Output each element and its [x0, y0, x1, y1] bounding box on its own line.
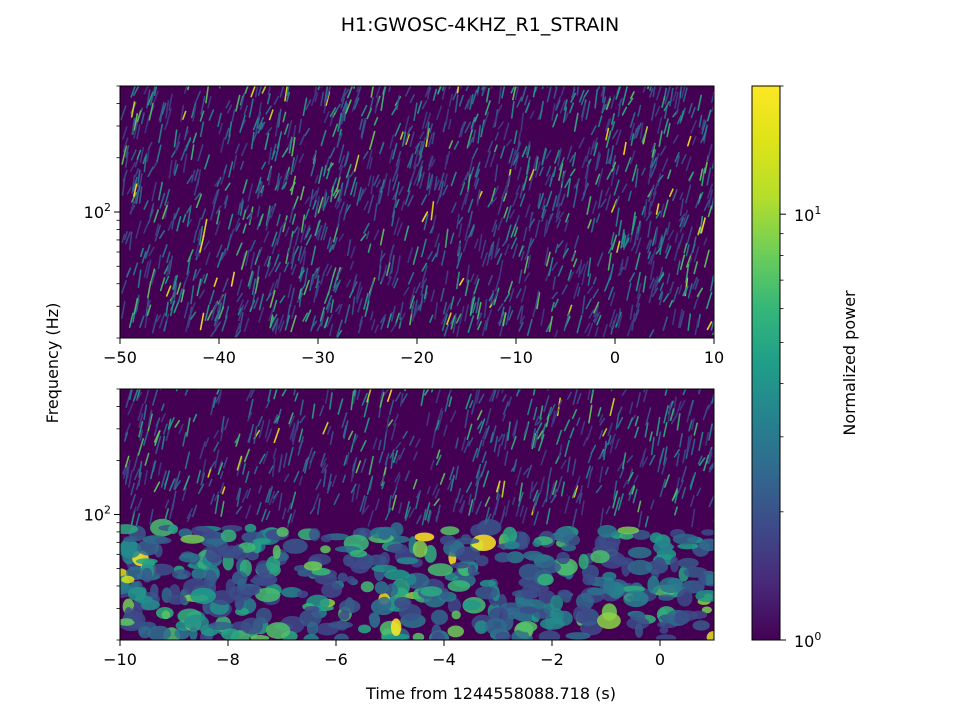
colorbar: 100 101 Normalized power: [751, 85, 859, 651]
x-tick-label: −4: [432, 650, 456, 669]
bottom-x-axis: −10 −8 −6 −4 −2 0: [103, 640, 665, 669]
x-tick-label: 0: [655, 650, 665, 669]
colorbar-ticks: 100 101: [780, 85, 821, 651]
x-tick-label: −30: [301, 348, 335, 367]
top-spectrogram: [120, 86, 714, 338]
x-tick-label: −20: [400, 348, 434, 367]
x-tick-label: 0: [610, 348, 620, 367]
x-tick-label: −6: [324, 650, 348, 669]
colorbar-frame: [751, 85, 781, 641]
x-tick-label: 10: [704, 348, 724, 367]
y-axis-label: Frequency (Hz): [43, 303, 62, 424]
x-tick-label: −40: [202, 348, 236, 367]
x-tick-label: −2: [540, 650, 564, 669]
y-tick-label: 102: [84, 504, 111, 525]
x-axis-label: Time from 1244558088.718 (s): [365, 684, 616, 703]
colorbar-tick-label: 101: [794, 204, 821, 225]
x-tick-label: −50: [103, 348, 137, 367]
figure-title: H1:GWOSC-4KHZ_R1_STRAIN: [341, 14, 619, 36]
top-panel: −50 −40 −30 −20 −10 0 10 102: [84, 85, 724, 367]
x-tick-label: −10: [103, 650, 137, 669]
top-y-axis: 102: [84, 85, 120, 339]
bottom-y-axis: 102: [84, 388, 120, 641]
bottom-spectrogram: [120, 389, 714, 640]
colorbar-tick-label: 100: [794, 630, 821, 651]
y-tick-label: 102: [84, 201, 111, 222]
colorbar-label: Normalized power: [840, 290, 859, 436]
colorbar-gradient: [752, 86, 780, 640]
x-tick-label: −8: [216, 650, 240, 669]
bottom-panel: −10 −8 −6 −4 −2 0 102: [84, 388, 715, 669]
x-tick-label: −10: [499, 348, 533, 367]
top-x-axis: −50 −40 −30 −20 −10 0 10: [103, 338, 724, 367]
